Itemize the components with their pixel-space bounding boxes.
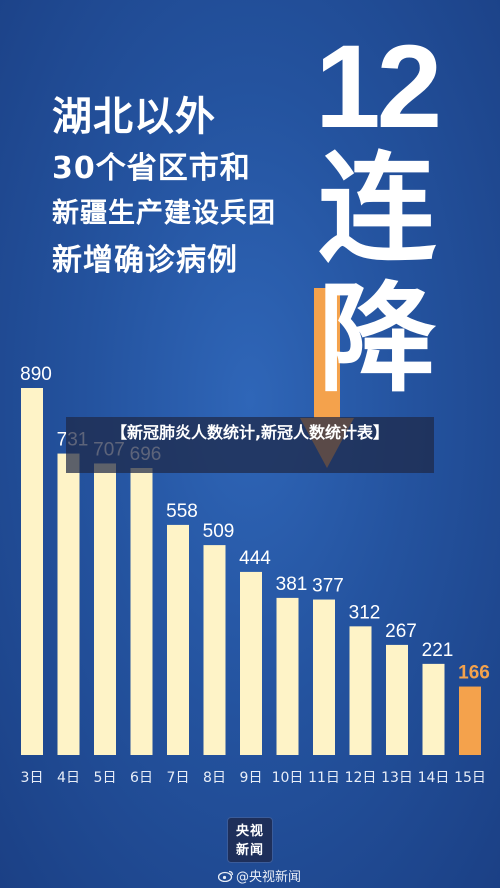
- x-tick-label: 11日: [308, 770, 340, 786]
- logo-line-2: 新闻: [235, 843, 264, 858]
- weibo-icon: [218, 870, 234, 882]
- bar-4日: [57, 453, 80, 755]
- headline-line-1: 湖北以外: [52, 94, 216, 140]
- x-tick-label: 8日: [203, 770, 226, 786]
- value-label-8日: 509: [203, 521, 235, 542]
- x-tick-label: 5日: [94, 770, 117, 786]
- headline-line-4: 新增确诊病例: [52, 243, 238, 278]
- bar-6日: [130, 467, 153, 755]
- value-label-7日: 558: [166, 501, 198, 522]
- x-tick-label: 3日: [21, 770, 44, 786]
- bar-12日: [349, 626, 372, 755]
- arrow-shaft: [314, 288, 340, 428]
- bar-10日: [276, 597, 299, 755]
- value-label-11日: 377: [312, 576, 344, 597]
- x-tick-label: 10日: [272, 770, 304, 786]
- bar-14日: [422, 663, 445, 755]
- value-label-12日: 312: [349, 602, 381, 623]
- bars-layer: [21, 388, 481, 755]
- bar-8日: [203, 545, 226, 755]
- watermark-text: @央视新闻: [236, 870, 302, 885]
- bar-5日: [94, 463, 116, 755]
- value-label-9日: 444: [239, 548, 271, 569]
- value-label-10日: 381: [276, 574, 308, 595]
- value-label-3日: 890: [20, 364, 52, 385]
- overlay-caption: 【新冠肺炎人数统计,新冠人数统计表】: [66, 417, 434, 473]
- x-tick-label: 9日: [240, 770, 263, 786]
- value-label-15日: 166: [458, 663, 490, 684]
- bar-7日: [167, 524, 189, 755]
- x-tick-labels-layer: 3日 4日 5日 6日 7日 8日 9日 10日 11日 12日 13日 14日 15日: [21, 770, 486, 786]
- x-tick-label: 7日: [167, 770, 190, 786]
- cctv-news-logo: 央视 新闻: [227, 817, 273, 863]
- bar-3日: [21, 388, 43, 755]
- headline-line-2: 30个省区市和: [52, 151, 251, 186]
- headline-number: 12: [315, 21, 442, 153]
- headline-char-jiang: 降: [318, 270, 437, 408]
- x-tick-label: 6日: [130, 770, 153, 786]
- bar-15日: [459, 686, 481, 755]
- watermark: @央视新闻: [218, 866, 301, 885]
- x-tick-label: 14日: [418, 770, 450, 786]
- x-tick-label: 4日: [57, 770, 80, 786]
- bar-9日: [240, 571, 262, 755]
- logo-line-1: 央视: [235, 824, 264, 839]
- x-tick-label: 13日: [381, 770, 413, 786]
- bar-13日: [386, 644, 408, 755]
- value-label-14日: 221: [422, 640, 454, 661]
- headline-char-lian: 连: [318, 140, 437, 278]
- headline: 湖北以外 30个省区市和 新疆生产建设兵团 新增确诊病例: [52, 88, 276, 286]
- headline-line-3: 新疆生产建设兵团: [52, 198, 276, 229]
- bar-chart: 890731707696558509444381377312267221166 …: [20, 364, 490, 786]
- bar-11日: [313, 599, 335, 755]
- x-tick-label: 15日: [454, 770, 486, 786]
- x-tick-label: 12日: [345, 770, 377, 786]
- value-label-13日: 267: [385, 621, 417, 642]
